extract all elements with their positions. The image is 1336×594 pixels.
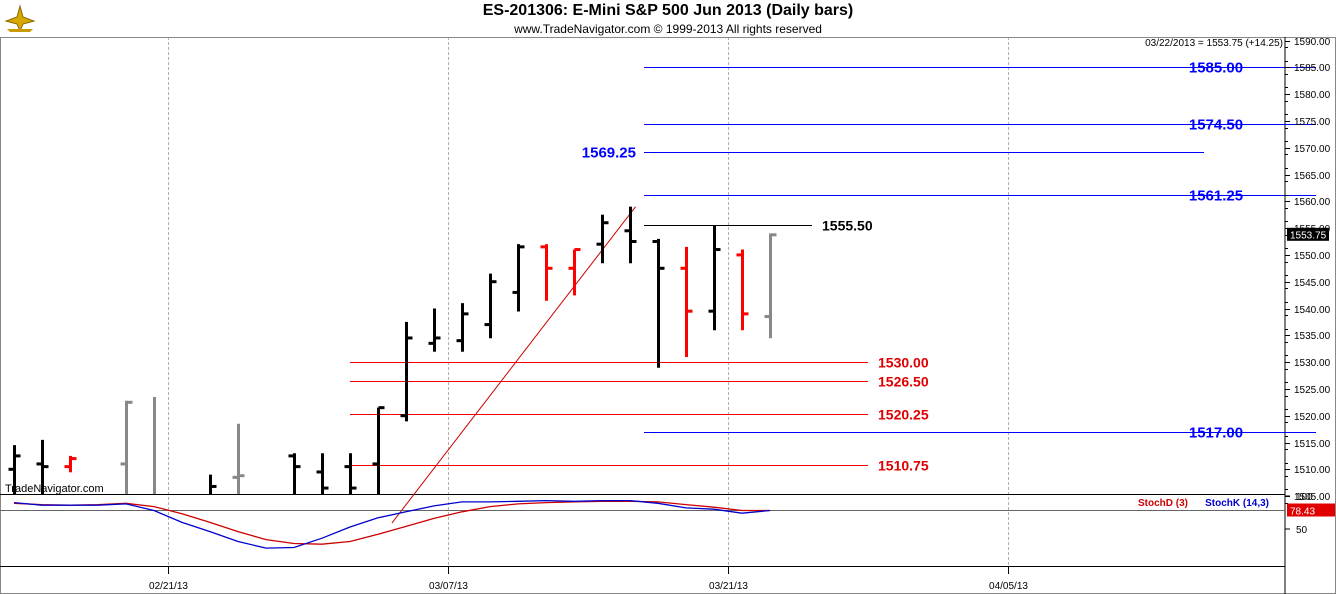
last-price-label: 1553.75 <box>1290 230 1327 241</box>
level-label: 1510.75 <box>878 458 929 474</box>
stochastic-d-legend: StochD (3) <box>1138 498 1188 509</box>
chart-grid <box>168 37 1009 566</box>
price-tick-label: 1520.00 <box>1294 412 1331 423</box>
watermark-text: TradeNavigator.com <box>5 483 104 495</box>
date-label: 03/07/13 <box>429 581 468 592</box>
price-tick-label: 1565.00 <box>1294 171 1331 182</box>
level-label: 1526.50 <box>878 374 929 390</box>
price-tick-label: 1570.00 <box>1294 144 1331 155</box>
stochastic-k-legend: StochK (14,3) <box>1205 498 1269 509</box>
price-tick-label: 1560.00 <box>1294 197 1331 208</box>
price-levels: 1585.00 1574.50 1569.25 1561.25 1555.50 1530.… <box>350 60 1316 474</box>
level-label: 1520.25 <box>878 407 929 423</box>
trendline-layer <box>391 206 636 524</box>
price-tick-label: 1535.00 <box>1294 331 1331 342</box>
ohlc-bars <box>8 206 777 494</box>
last-price-marker <box>1287 227 1329 241</box>
price-tick-label: 1550.00 <box>1294 251 1331 262</box>
price-tick-label: 1580.00 <box>1294 90 1331 101</box>
price-axis: 1590.00 1585.00 1580.00 1575.00 1570.00 1565.… <box>1285 37 1331 504</box>
chart-title: ES-201306: E-Mini S&P 500 Jun 2013 (Dail… <box>482 2 854 19</box>
price-tick-label: 1540.00 <box>1294 305 1331 316</box>
stochastic-last-label: 78.43 <box>1290 507 1315 518</box>
price-tick-label: 1530.00 <box>1294 358 1331 369</box>
chart-subtitle: www.TradeNavigator.com © 1999-2013 All r… <box>514 22 822 36</box>
stochastic-tick-label: 100 <box>1296 492 1313 503</box>
date-label: 04/05/13 <box>989 581 1028 592</box>
level-label: 1555.50 <box>822 218 873 234</box>
price-tick-label: 1575.00 <box>1294 117 1331 128</box>
date-label: 02/21/13 <box>149 581 188 592</box>
stochastic-panel: 100 50 78.43 StochD (3) StochK (14,3) <box>0 492 1335 549</box>
price-tick-label: 1510.00 <box>1294 465 1331 476</box>
price-tick-label: 1505.00 <box>1294 492 1331 503</box>
tradenavigator-logo-icon <box>3 3 37 33</box>
stochastic-k-line <box>13 499 771 549</box>
price-tick-label: 1585.00 <box>1294 63 1331 74</box>
level-label: 1530.00 <box>878 355 929 371</box>
price-tick-label: 1515.00 <box>1294 439 1331 450</box>
date-label: 03/21/13 <box>709 581 748 592</box>
level-label: 1569.25 <box>582 145 636 162</box>
level-label: 1517.00 <box>1189 425 1243 442</box>
trendline <box>391 206 636 524</box>
level-label: 1574.50 <box>1189 117 1243 134</box>
level-label: 1585.00 <box>1189 60 1243 77</box>
price-tick-label: 1545.00 <box>1294 278 1331 289</box>
stochastic-tick-label: 50 <box>1296 525 1308 536</box>
price-tick-label: 1590.00 <box>1294 37 1331 48</box>
stochastic-last-marker <box>1287 503 1335 517</box>
price-tick-label: 1525.00 <box>1294 385 1331 396</box>
level-label: 1561.25 <box>1189 188 1243 205</box>
last-quote-text: 03/22/2013 = 1553.75 (+14.25) <box>1145 38 1283 49</box>
date-axis: 02/21/13 03/07/13 03/21/13 04/05/13 <box>149 566 1028 592</box>
